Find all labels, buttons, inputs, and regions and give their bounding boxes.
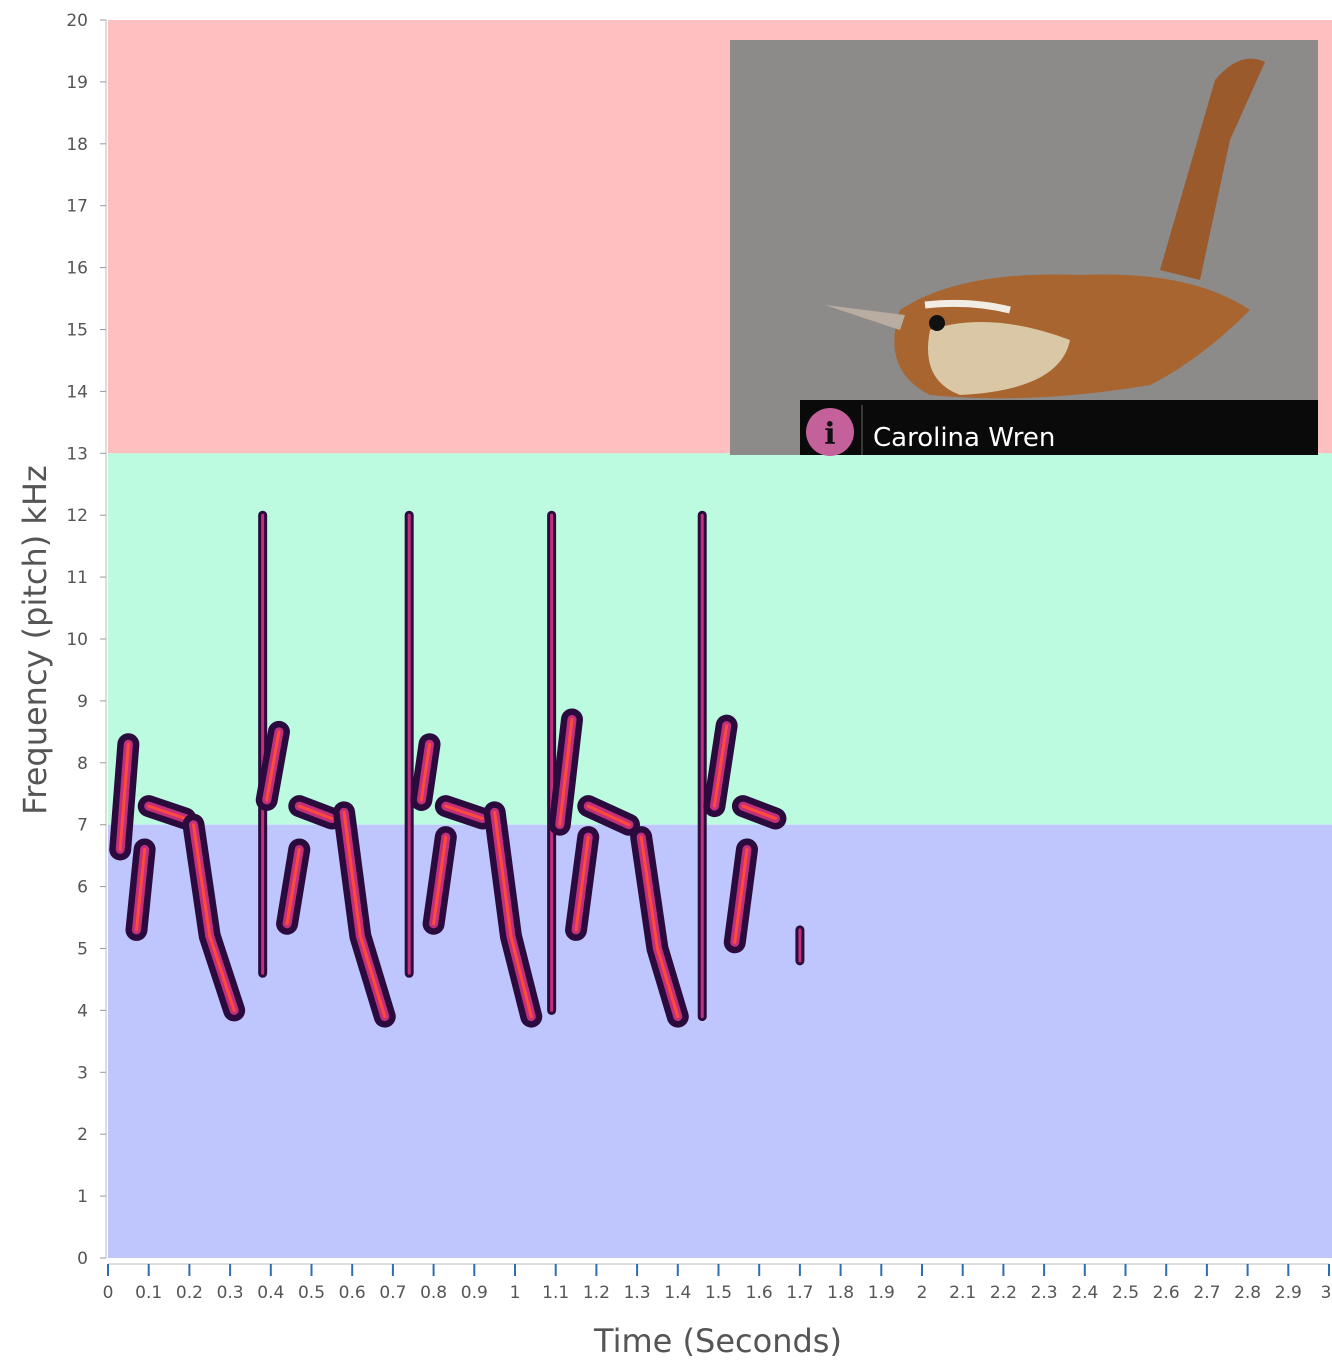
x-tick-label: 3 xyxy=(1321,1283,1332,1303)
y-axis-title: Frequency (pitch) kHz xyxy=(16,465,54,815)
y-tick-label: 17 xyxy=(66,197,88,217)
x-tick-label: 0.6 xyxy=(339,1283,366,1303)
trace-core xyxy=(733,847,749,944)
y-tick-label: 11 xyxy=(66,568,88,588)
x-tick-label: 0.9 xyxy=(461,1283,488,1303)
x-tick-label: 1.3 xyxy=(624,1283,651,1303)
y-tick-label: 20 xyxy=(66,11,88,31)
trace-core xyxy=(134,847,147,932)
y-tick-label: 8 xyxy=(77,754,88,774)
trace-core xyxy=(118,742,130,851)
y-tick-label: 4 xyxy=(77,1001,88,1021)
frequency-band xyxy=(108,824,1332,1258)
y-tick-label: 1 xyxy=(77,1187,88,1207)
bird-beak xyxy=(825,305,905,330)
trace-core xyxy=(191,823,236,1012)
trace-core xyxy=(444,804,484,821)
y-tick-label: 5 xyxy=(77,940,88,960)
y-tick-label: 16 xyxy=(66,259,88,279)
x-tick-label: 2.8 xyxy=(1234,1283,1261,1303)
y-tick-label: 2 xyxy=(77,1125,88,1145)
trace-core xyxy=(265,730,281,802)
x-tick-label: 0.1 xyxy=(135,1283,162,1303)
trace-core xyxy=(586,804,631,827)
x-tick-label: 1.4 xyxy=(664,1283,691,1303)
trace-core xyxy=(147,804,187,821)
y-tick-label: 19 xyxy=(66,73,88,93)
bird-eye xyxy=(929,315,945,331)
trace-core xyxy=(493,810,533,1019)
y-tick-label: 18 xyxy=(66,135,88,155)
species-name: Carolina Wren xyxy=(873,423,1055,453)
x-tick-label: 0.3 xyxy=(217,1283,244,1303)
x-tick-label: 1.9 xyxy=(868,1283,895,1303)
x-tick-label: 2.4 xyxy=(1071,1283,1098,1303)
x-tick-label: 1.8 xyxy=(827,1283,854,1303)
y-tick-label: 14 xyxy=(66,382,88,402)
trace-core xyxy=(712,724,729,808)
y-tick-label: 15 xyxy=(66,321,88,341)
caption-bar xyxy=(800,400,1318,455)
x-tick-label: 0.8 xyxy=(420,1283,447,1303)
y-tick-label: 0 xyxy=(77,1249,88,1269)
bird-tail xyxy=(1160,58,1265,280)
trace-core xyxy=(558,717,574,827)
y-tick-label: 13 xyxy=(66,444,88,464)
trace-core xyxy=(419,742,432,802)
trace-core xyxy=(342,810,387,1019)
x-tick-label: 2.9 xyxy=(1275,1283,1302,1303)
x-tick-label: 1.5 xyxy=(705,1283,732,1303)
trace-core xyxy=(297,804,334,821)
spectrogram xyxy=(109,510,805,1028)
x-tick-label: 2.1 xyxy=(949,1283,976,1303)
trace-core xyxy=(285,847,301,926)
info-glyph: i xyxy=(824,417,835,452)
x-tick-label: 1.1 xyxy=(542,1283,569,1303)
y-tick-label: 6 xyxy=(77,878,88,898)
x-tick-label: 0 xyxy=(103,1283,114,1303)
trace-core xyxy=(741,804,777,821)
bird-eyebrow xyxy=(924,299,1011,314)
x-axis-title: Time (Seconds) xyxy=(593,1322,842,1360)
x-tick-label: 2 xyxy=(917,1283,928,1303)
trace-core xyxy=(574,835,590,932)
y-tick-label: 7 xyxy=(77,816,88,836)
x-tick-label: 2.5 xyxy=(1112,1283,1139,1303)
info-icon xyxy=(806,408,854,456)
bird-throat xyxy=(928,322,1070,395)
x-tick-label: 2.2 xyxy=(990,1283,1017,1303)
x-tick-label: 0.7 xyxy=(379,1283,406,1303)
x-tick-label: 1.2 xyxy=(583,1283,610,1303)
y-tick-label: 12 xyxy=(66,506,88,526)
x-tick-label: 1.6 xyxy=(746,1283,773,1303)
x-tick-label: 2.7 xyxy=(1193,1283,1220,1303)
x-tick-label: 1 xyxy=(510,1283,521,1303)
y-tick-label: 3 xyxy=(77,1063,88,1083)
x-tick-label: 1.7 xyxy=(786,1283,813,1303)
bird-photo: i Carolina Wren xyxy=(730,40,1318,456)
x-tick-label: 2.3 xyxy=(1031,1283,1058,1303)
x-tick-label: 0.5 xyxy=(298,1283,325,1303)
trace-core xyxy=(639,835,680,1019)
x-tick-label: 2.6 xyxy=(1153,1283,1180,1303)
x-tick-label: 0.4 xyxy=(257,1283,284,1303)
trace-core xyxy=(432,835,448,926)
x-tick-label: 0.2 xyxy=(176,1283,203,1303)
y-tick-label: 9 xyxy=(77,692,88,712)
y-tick-label: 10 xyxy=(66,630,88,650)
